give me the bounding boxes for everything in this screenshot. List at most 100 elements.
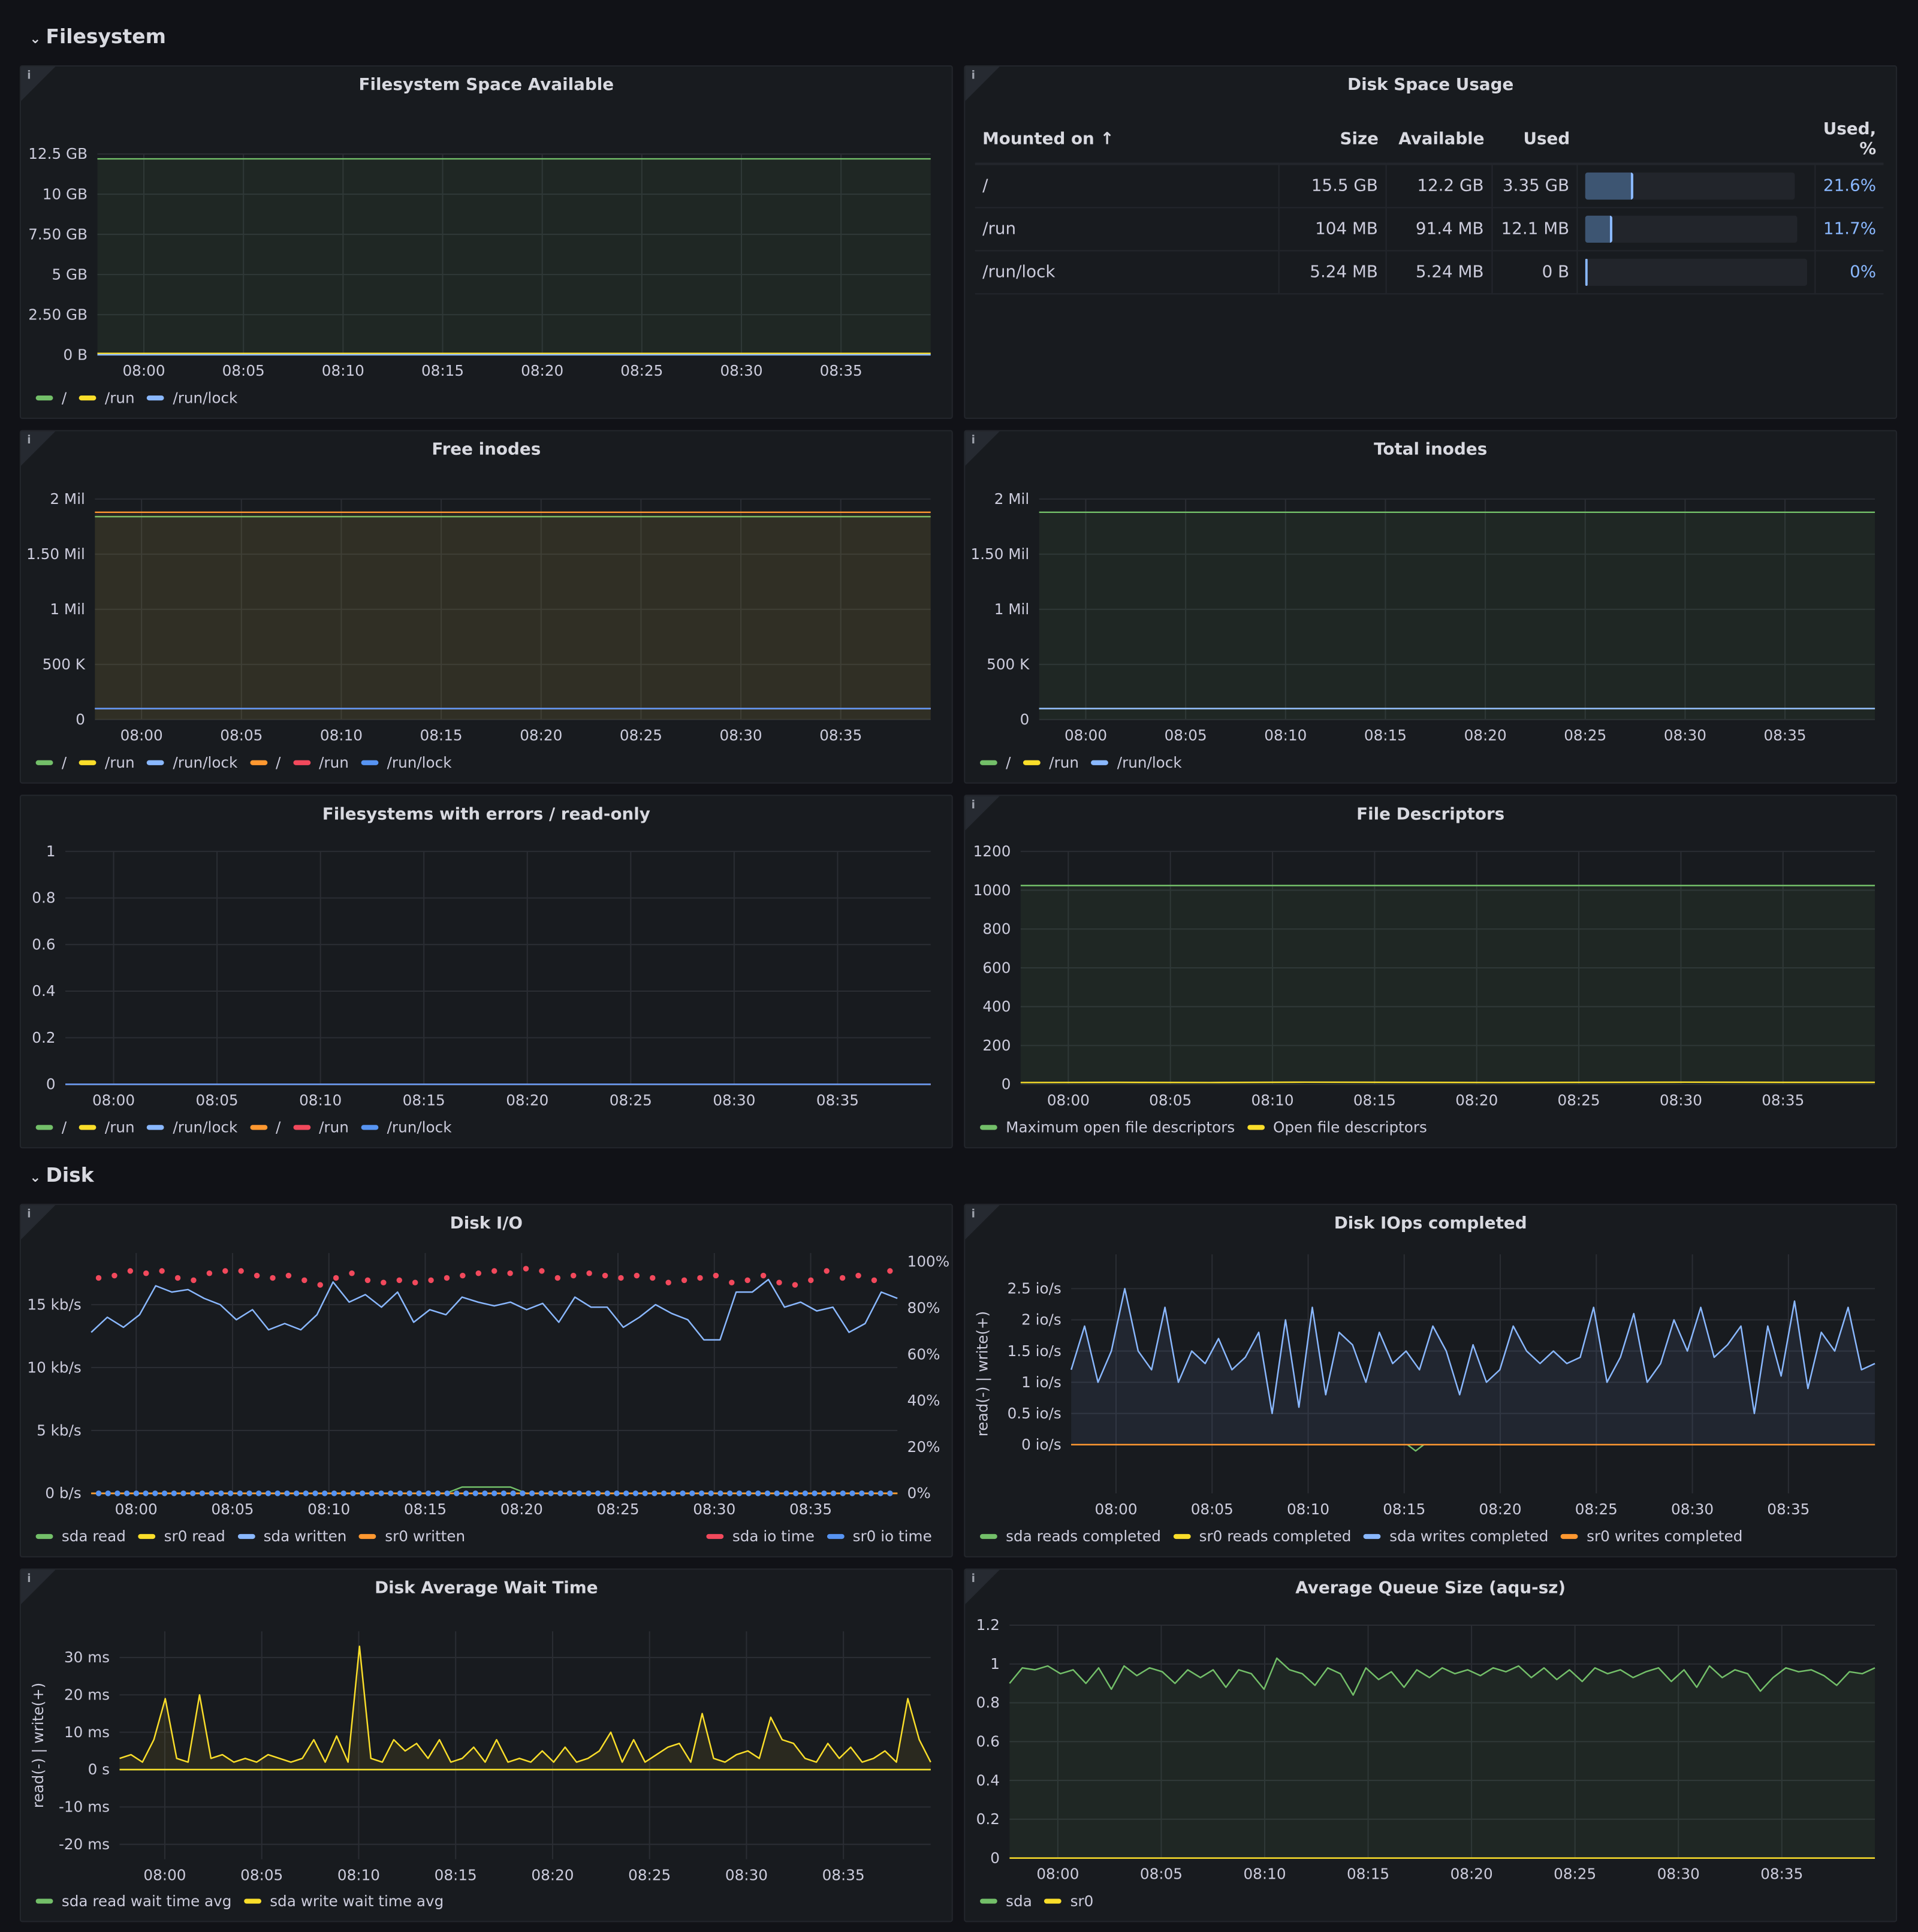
legend-item[interactable]: /run <box>79 390 135 407</box>
legend-item[interactable]: / <box>249 754 281 771</box>
legend-label: / <box>276 1118 281 1136</box>
series-fill <box>1009 1658 1875 1858</box>
chart-queue-size[interactable]: 0 0.2 0.4 0.6 0.8 1 1.2 08:00 08:05 08:10 08:15 08:… <box>965 1569 1897 1922</box>
info-icon[interactable]: i <box>971 434 975 448</box>
legend: sda read wait time avg sda write wait tim… <box>35 1892 444 1910</box>
legend-item[interactable]: / <box>35 1119 67 1136</box>
row-disk[interactable]: ⌄ Disk <box>29 1163 94 1187</box>
panel-corner <box>965 1205 1000 1240</box>
legend-item[interactable]: /run <box>79 1119 135 1136</box>
x-tick-label: 08:20 <box>1479 1501 1522 1518</box>
legend-item[interactable]: sda writes completed <box>1364 1528 1548 1545</box>
data-point <box>586 1270 592 1276</box>
legend-item[interactable]: sr0 reads completed <box>1173 1528 1351 1545</box>
legend-item[interactable]: sda reads completed <box>979 1528 1161 1545</box>
column-header-used-pct[interactable]: Used, % <box>1815 116 1884 165</box>
legend-label: /run <box>319 1118 349 1136</box>
legend-item[interactable]: sda read <box>35 1528 126 1545</box>
cell-gauge <box>1576 250 1816 295</box>
legend-swatch <box>79 1125 96 1130</box>
y-tick-label: 500 K <box>43 656 86 673</box>
cell-gauge <box>1576 164 1816 209</box>
y-tick-label: 2 Mil <box>994 490 1030 508</box>
info-icon[interactable]: i <box>27 1573 31 1586</box>
column-header-used[interactable]: Used <box>1491 116 1578 165</box>
cell-used: 3.35 GB <box>1491 164 1578 209</box>
legend-label: sda read wait time avg <box>61 1892 232 1910</box>
info-icon[interactable]: i <box>27 434 31 448</box>
legend: / /run/run/lock <box>979 754 1182 771</box>
legend-item[interactable]: /run/lock <box>147 390 237 407</box>
column-header-available[interactable]: Available <box>1386 116 1492 165</box>
legend-item[interactable]: /run/lock <box>361 1119 451 1136</box>
legend-item[interactable]: sr0 writes completed <box>1560 1528 1742 1545</box>
info-icon[interactable]: i <box>971 799 975 812</box>
row-filesystem[interactable]: ⌄ Filesystem <box>29 25 166 48</box>
chart-total-inodes[interactable]: 0 500 K 1 Mil 1.50 Mil 2 Mil 08:00 08:05 08:10 0… <box>965 431 1897 784</box>
series-fill <box>95 512 931 720</box>
panel-title: Filesystems with errors / read-only <box>322 804 650 825</box>
legend-item[interactable]: /run/lock <box>147 1119 237 1136</box>
info-icon[interactable]: i <box>971 1209 975 1221</box>
data-point <box>246 1490 252 1496</box>
legend-swatch <box>35 760 53 765</box>
data-point <box>523 1266 529 1272</box>
data-point <box>698 1490 705 1496</box>
legend-item[interactable]: / <box>35 390 67 407</box>
legend-item[interactable]: sda written <box>237 1528 346 1545</box>
legend-item[interactable]: sda read wait time avg <box>35 1892 232 1910</box>
legend-label: /run <box>1049 754 1079 772</box>
info-icon[interactable]: i <box>27 70 31 83</box>
data-point <box>333 1275 339 1281</box>
legend-item[interactable]: sr0 written <box>359 1528 465 1545</box>
legend-item[interactable]: / <box>249 1118 281 1136</box>
legend-item[interactable]: sda io time <box>706 1528 815 1545</box>
y-tick-label: 0.4 <box>976 1771 1000 1789</box>
cell-available: 12.2 GB <box>1385 164 1492 209</box>
data-point <box>359 1490 366 1496</box>
info-icon[interactable]: i <box>971 1573 975 1586</box>
data-point <box>802 1490 809 1496</box>
legend-item[interactable]: sr0 read <box>138 1528 225 1545</box>
legend-item[interactable]: sr0 <box>1044 1892 1093 1910</box>
x-tick-label: 08:25 <box>620 727 662 744</box>
legend-item[interactable]: /run/lock <box>361 754 451 771</box>
legend-item[interactable]: /run <box>79 754 135 771</box>
info-icon[interactable]: i <box>971 70 975 83</box>
info-icon[interactable]: i <box>27 1209 31 1221</box>
series-line <box>1009 1657 1875 1696</box>
chart-disk-wait[interactable]: -20 ms -10 ms 0 s 10 ms 20 ms 30 ms read(-) | … <box>21 1569 953 1922</box>
data-point <box>792 1282 798 1288</box>
y-tick-label: 2.5 io/s <box>1008 1280 1061 1297</box>
legend-label: /run/lock <box>173 754 238 772</box>
legend-swatch <box>1560 1533 1578 1539</box>
data-point <box>717 1490 723 1496</box>
legend-item[interactable]: /run <box>292 754 349 771</box>
legend-swatch <box>1023 760 1041 765</box>
chart-disk-io[interactable]: 0 b/s 5 kb/s 10 kb/s 15 kb/s 0% 20% 40% 60% 80% 1… <box>21 1205 953 1557</box>
chart-free-inodes[interactable]: 0 500 K 1 Mil 1.50 Mil 2 Mil 08:00 08:05 08:10 0… <box>21 431 953 784</box>
legend-item[interactable]: /run/lock <box>1091 754 1182 771</box>
legend-item[interactable]: /run/lock <box>147 754 237 771</box>
chart-disk-iops[interactable]: 0 io/s 0.5 io/s 1 io/s 1.5 io/s 2 io/s 2.5 io… <box>965 1205 1897 1557</box>
legend-swatch <box>359 1533 376 1539</box>
legend-item[interactable]: Maximum open file descriptors <box>979 1119 1235 1136</box>
legend-item[interactable]: / <box>35 754 67 771</box>
legend-item[interactable]: Open file descriptors <box>1247 1119 1427 1136</box>
legend-item[interactable]: /run <box>1023 754 1079 771</box>
column-header-mounted-on[interactable]: Mounted on ↑ <box>975 116 1280 165</box>
legend-item[interactable]: sr0 io time <box>827 1528 932 1545</box>
chart-fs-errors[interactable]: 0 0.2 0.4 0.6 0.8 1 08:00 08:05 08:10 08:15 08:20 0… <box>21 796 953 1148</box>
legend-item[interactable]: /run <box>292 1118 349 1136</box>
legend-label: sr0 io time <box>852 1528 932 1545</box>
panel-title: Total inodes <box>1374 440 1488 460</box>
column-header-size[interactable]: Size <box>1279 116 1386 165</box>
legend-item[interactable]: sda <box>979 1892 1032 1910</box>
data-point <box>744 1277 750 1284</box>
x-tick-label: 08:25 <box>1558 1091 1600 1109</box>
sort-ascending-icon: ↑ <box>1100 129 1114 149</box>
legend-item[interactable]: sda write wait time avg <box>244 1892 444 1910</box>
chart-file-descriptors[interactable]: 0 200 400 600 800 1000 1200 08:00 08:05 08:10 08:1… <box>965 796 1897 1148</box>
legend-item[interactable]: / <box>979 754 1011 771</box>
chart-fs-space[interactable]: 0 B 2.50 GB 5 GB 7.50 GB 10 GB 12.5 GB 08:00 08… <box>21 67 953 419</box>
